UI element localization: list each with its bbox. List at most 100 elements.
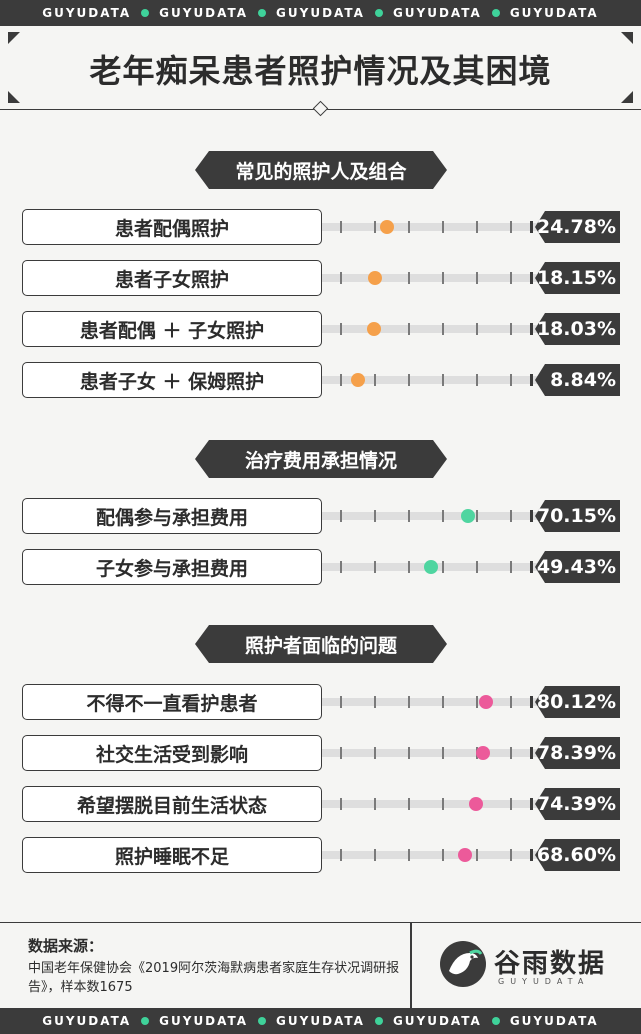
track-tick	[374, 798, 376, 810]
value-marker	[367, 322, 382, 336]
corner-decoration	[8, 32, 20, 44]
track-tick	[408, 510, 410, 522]
banner-dot-icon	[374, 9, 383, 17]
value-label: 18.03%	[535, 313, 620, 345]
banner-word: GUYUDATA	[159, 1014, 249, 1028]
value-track	[322, 797, 540, 811]
value-marker	[379, 220, 394, 234]
track-tick	[408, 374, 410, 386]
infographic-card: 老年痴呆患者照护情况及其困境 常见的照护人及组合 患者配偶照护 24.78% 患者子女…	[0, 26, 641, 1009]
track-tick	[340, 747, 342, 759]
value-label: 24.78%	[535, 211, 620, 243]
track-tick	[340, 561, 342, 573]
category-label: 不得不一直看护患者	[22, 684, 322, 720]
track-tick	[442, 849, 444, 861]
bird-icon	[440, 941, 486, 987]
track-end-tick	[530, 510, 533, 522]
banner-word: GUYUDATA	[276, 6, 365, 20]
track-tick	[510, 374, 512, 386]
category-label: 患者配偶 ＋ 子女照护	[22, 311, 322, 347]
value-track	[322, 271, 540, 285]
track-end-tick	[530, 374, 533, 386]
banner-dot-icon	[374, 1017, 383, 1025]
banner-word: GUYUDATA	[392, 6, 482, 20]
track-end-tick	[530, 272, 533, 284]
track-tick	[510, 561, 512, 573]
banner-word: GUYUDATA	[509, 6, 599, 20]
bottom-banner: GUYUDATA GUYUDATA GUYUDATA GUYUDATA GUYUDATA	[0, 1008, 641, 1034]
track-tick	[442, 561, 444, 573]
footer: 数据来源： 中国老年保健协会《2019阿尔茨海默病患者家庭生存状况调研报告》，样…	[0, 922, 641, 1009]
banner-word: GUYUDATA	[42, 6, 132, 20]
category-label: 希望摆脱目前生活状态	[22, 786, 322, 822]
value-track	[322, 220, 540, 234]
track-tick	[442, 272, 444, 284]
track-tick	[476, 561, 478, 573]
track-tick	[408, 272, 410, 284]
chart-row: 不得不一直看护患者 80.12%	[0, 684, 641, 720]
value-label: 70.15%	[535, 500, 620, 532]
corner-decoration	[621, 32, 633, 44]
category-label: 配偶参与承担费用	[22, 498, 322, 534]
track-tick	[476, 221, 478, 233]
track-tick	[442, 747, 444, 759]
value-track	[322, 373, 540, 387]
chart-row: 患者配偶照护 24.78%	[0, 209, 641, 245]
value-marker	[479, 695, 494, 709]
chart-row: 患者子女 ＋ 保姆照护 8.84%	[0, 362, 641, 398]
track-tick	[408, 221, 410, 233]
footer-divider	[410, 923, 412, 1009]
track-tick	[510, 221, 512, 233]
track-tick	[374, 374, 376, 386]
track-tick	[442, 221, 444, 233]
track-tick	[374, 849, 376, 861]
chart-row: 照护睡眠不足 68.60%	[0, 837, 641, 873]
brand-name: 谷雨数据	[494, 949, 607, 979]
value-track	[322, 560, 540, 574]
track-tick	[442, 323, 444, 335]
track-tick	[340, 272, 342, 284]
track-tick	[476, 510, 478, 522]
value-marker	[350, 373, 365, 387]
category-label: 社交生活受到影响	[22, 735, 322, 771]
track-tick	[374, 221, 376, 233]
track-tick	[442, 374, 444, 386]
track-tick	[340, 798, 342, 810]
track-tick	[408, 561, 410, 573]
value-label: 78.39%	[535, 737, 620, 769]
track-tick	[340, 510, 342, 522]
track-tick	[476, 323, 478, 335]
value-label: 8.84%	[535, 364, 620, 396]
value-track	[322, 848, 540, 862]
track-tick	[510, 696, 512, 708]
banner-word: GUYUDATA	[159, 6, 249, 20]
value-track	[322, 509, 540, 523]
chart-row: 配偶参与承担费用 70.15%	[0, 498, 641, 534]
track-tick	[408, 696, 410, 708]
track-tick	[442, 798, 444, 810]
track-tick	[374, 696, 376, 708]
section-title: 常见的照护人及组合	[195, 151, 447, 189]
track-tick	[510, 798, 512, 810]
track-tick	[408, 798, 410, 810]
track-tick	[340, 221, 342, 233]
track-tick	[340, 696, 342, 708]
banner-word: GUYUDATA	[42, 1014, 132, 1028]
category-label: 照护睡眠不足	[22, 837, 322, 873]
track-end-tick	[530, 221, 533, 233]
track-end-tick	[530, 798, 533, 810]
track-tick	[510, 272, 512, 284]
track-tick	[476, 272, 478, 284]
category-label: 患者配偶照护	[22, 209, 322, 245]
banner-dot-icon	[258, 9, 267, 17]
category-label: 子女参与承担费用	[22, 549, 322, 585]
chart-row: 患者子女照护 18.15%	[0, 260, 641, 296]
category-label: 患者子女照护	[22, 260, 322, 296]
banner-dot-icon	[141, 1017, 150, 1025]
top-banner: GUYUDATA GUYUDATA GUYUDATA GUYUDATA GUYUDATA	[0, 0, 641, 26]
track-tick	[510, 747, 512, 759]
track-tick	[374, 747, 376, 759]
track-tick	[476, 849, 478, 861]
track-tick	[510, 510, 512, 522]
track-tick	[476, 374, 478, 386]
